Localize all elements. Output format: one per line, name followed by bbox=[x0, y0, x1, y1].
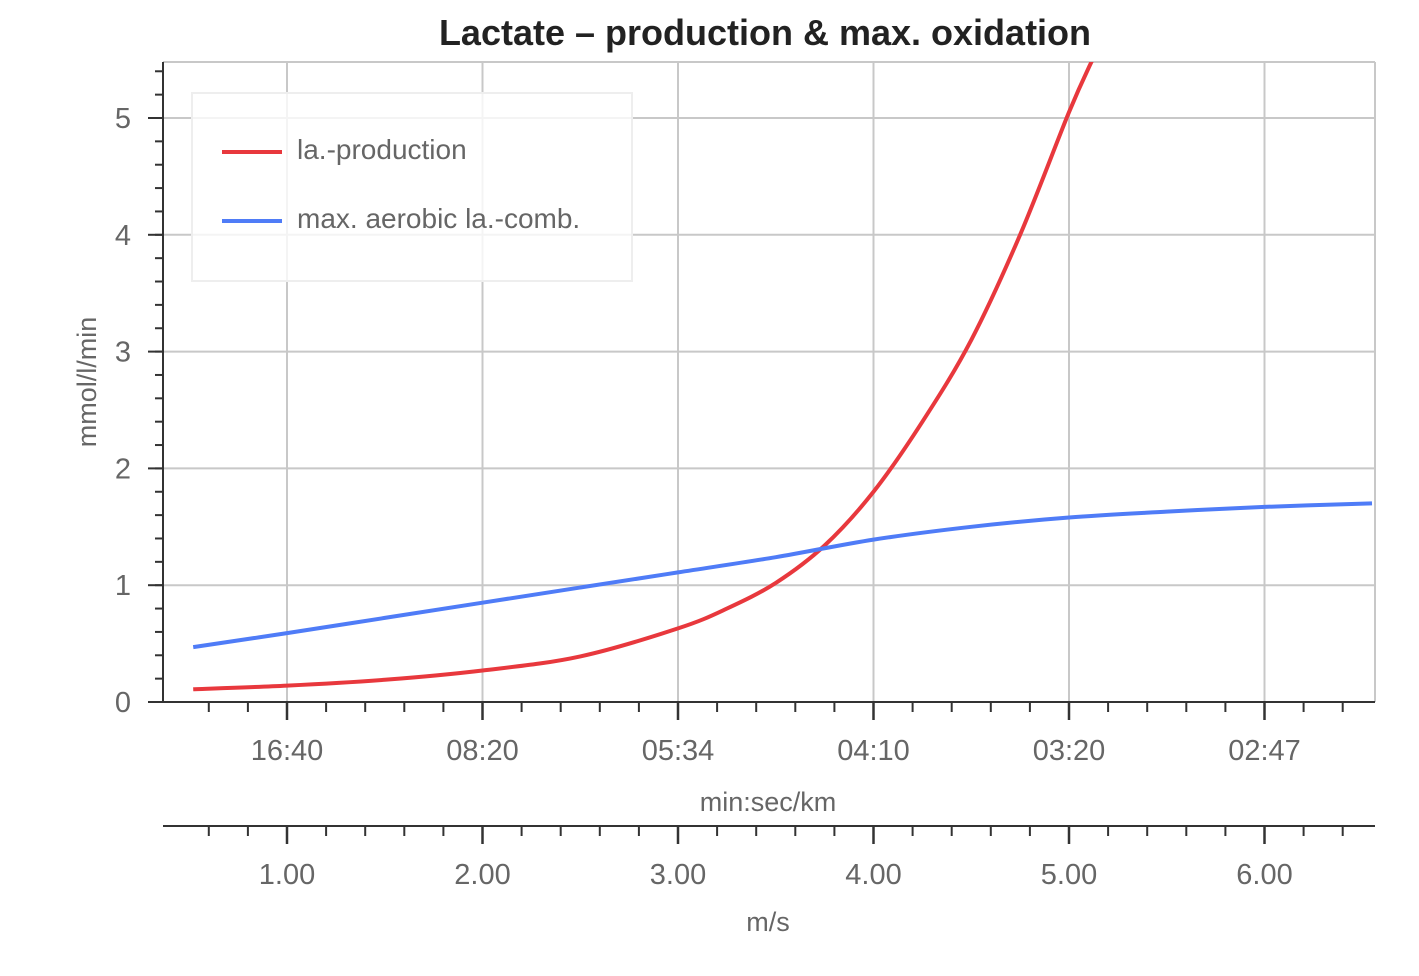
x-tick-label-pace: 04:10 bbox=[837, 735, 910, 767]
x-tick-label-pace: 08:20 bbox=[446, 735, 519, 767]
x-tick-label-speed: 2.00 bbox=[454, 859, 510, 891]
x-tick-label-pace: 16:40 bbox=[251, 735, 324, 767]
x-tick-label-speed: 5.00 bbox=[1041, 859, 1097, 891]
y-tick-label: 4 bbox=[115, 220, 131, 252]
legend-box bbox=[191, 92, 633, 282]
x-tick-label-speed: 1.00 bbox=[259, 859, 315, 891]
y-tick-label: 3 bbox=[115, 337, 131, 369]
chart-title: Lactate – production & max. oxidation bbox=[439, 12, 1091, 53]
series-line-max-aerobic-combustion bbox=[192, 501, 1373, 650]
x-tick-label-speed: 6.00 bbox=[1236, 859, 1292, 891]
series-lines bbox=[192, 62, 1373, 692]
axes: 0 1 2 3 4 5 16:40 08:20 05:34 04:10 03:20 02:47 1.00… bbox=[115, 62, 1375, 891]
y-tick-label: 0 bbox=[115, 687, 131, 719]
y-tick-label: 2 bbox=[115, 453, 131, 485]
x-tick-label-speed: 4.00 bbox=[845, 859, 901, 891]
grid bbox=[163, 61, 1376, 703]
y-tick-label: 5 bbox=[115, 103, 131, 135]
y-axis-label: mmol/l/min bbox=[72, 317, 102, 448]
x-tick-label-pace: 02:47 bbox=[1228, 735, 1301, 767]
legend-label-production: la.-production bbox=[297, 134, 467, 165]
x-tick-label-pace: 03:20 bbox=[1033, 735, 1106, 767]
series-line-lactate-production bbox=[193, 62, 1094, 692]
x-axis-label-pace: min:sec/km bbox=[700, 787, 837, 817]
x-tick-label-speed: 3.00 bbox=[650, 859, 706, 891]
legend: la.-production max. aerobic la.-comb. bbox=[191, 92, 633, 282]
x-tick-label-pace: 05:34 bbox=[642, 735, 715, 767]
legend-label-aerobic-combustion: max. aerobic la.-comb. bbox=[297, 203, 580, 234]
y-tick-label: 1 bbox=[115, 570, 131, 602]
x-axis-label-speed: m/s bbox=[746, 907, 790, 937]
